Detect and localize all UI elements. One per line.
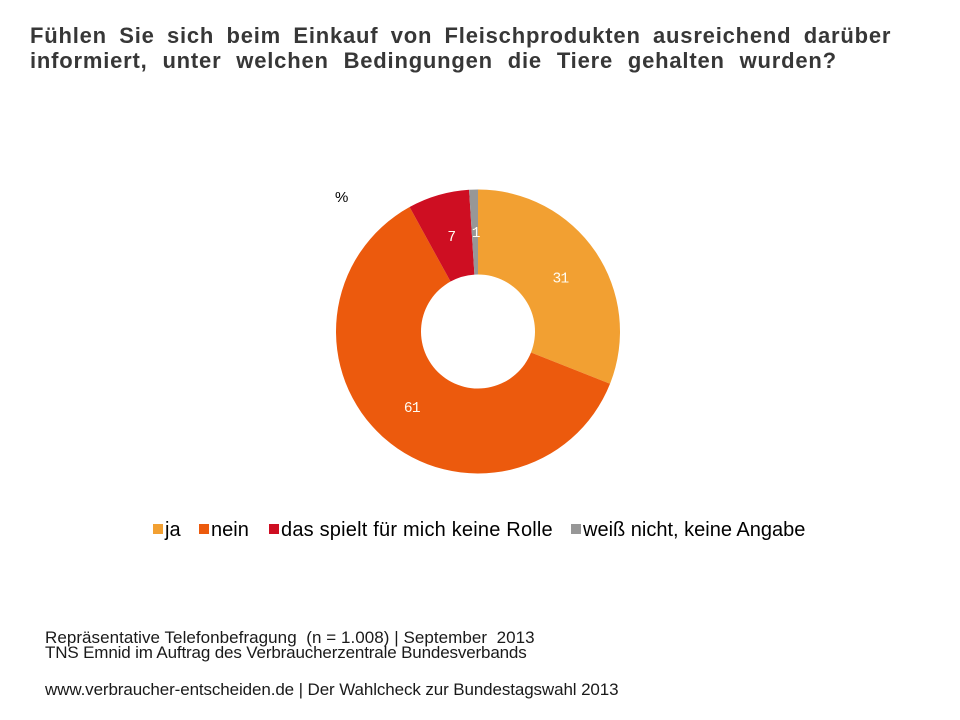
svg-text:7: 7 [447, 230, 455, 246]
svg-text:1: 1 [472, 226, 480, 242]
svg-text:61: 61 [404, 401, 420, 417]
svg-text:31: 31 [552, 272, 568, 288]
